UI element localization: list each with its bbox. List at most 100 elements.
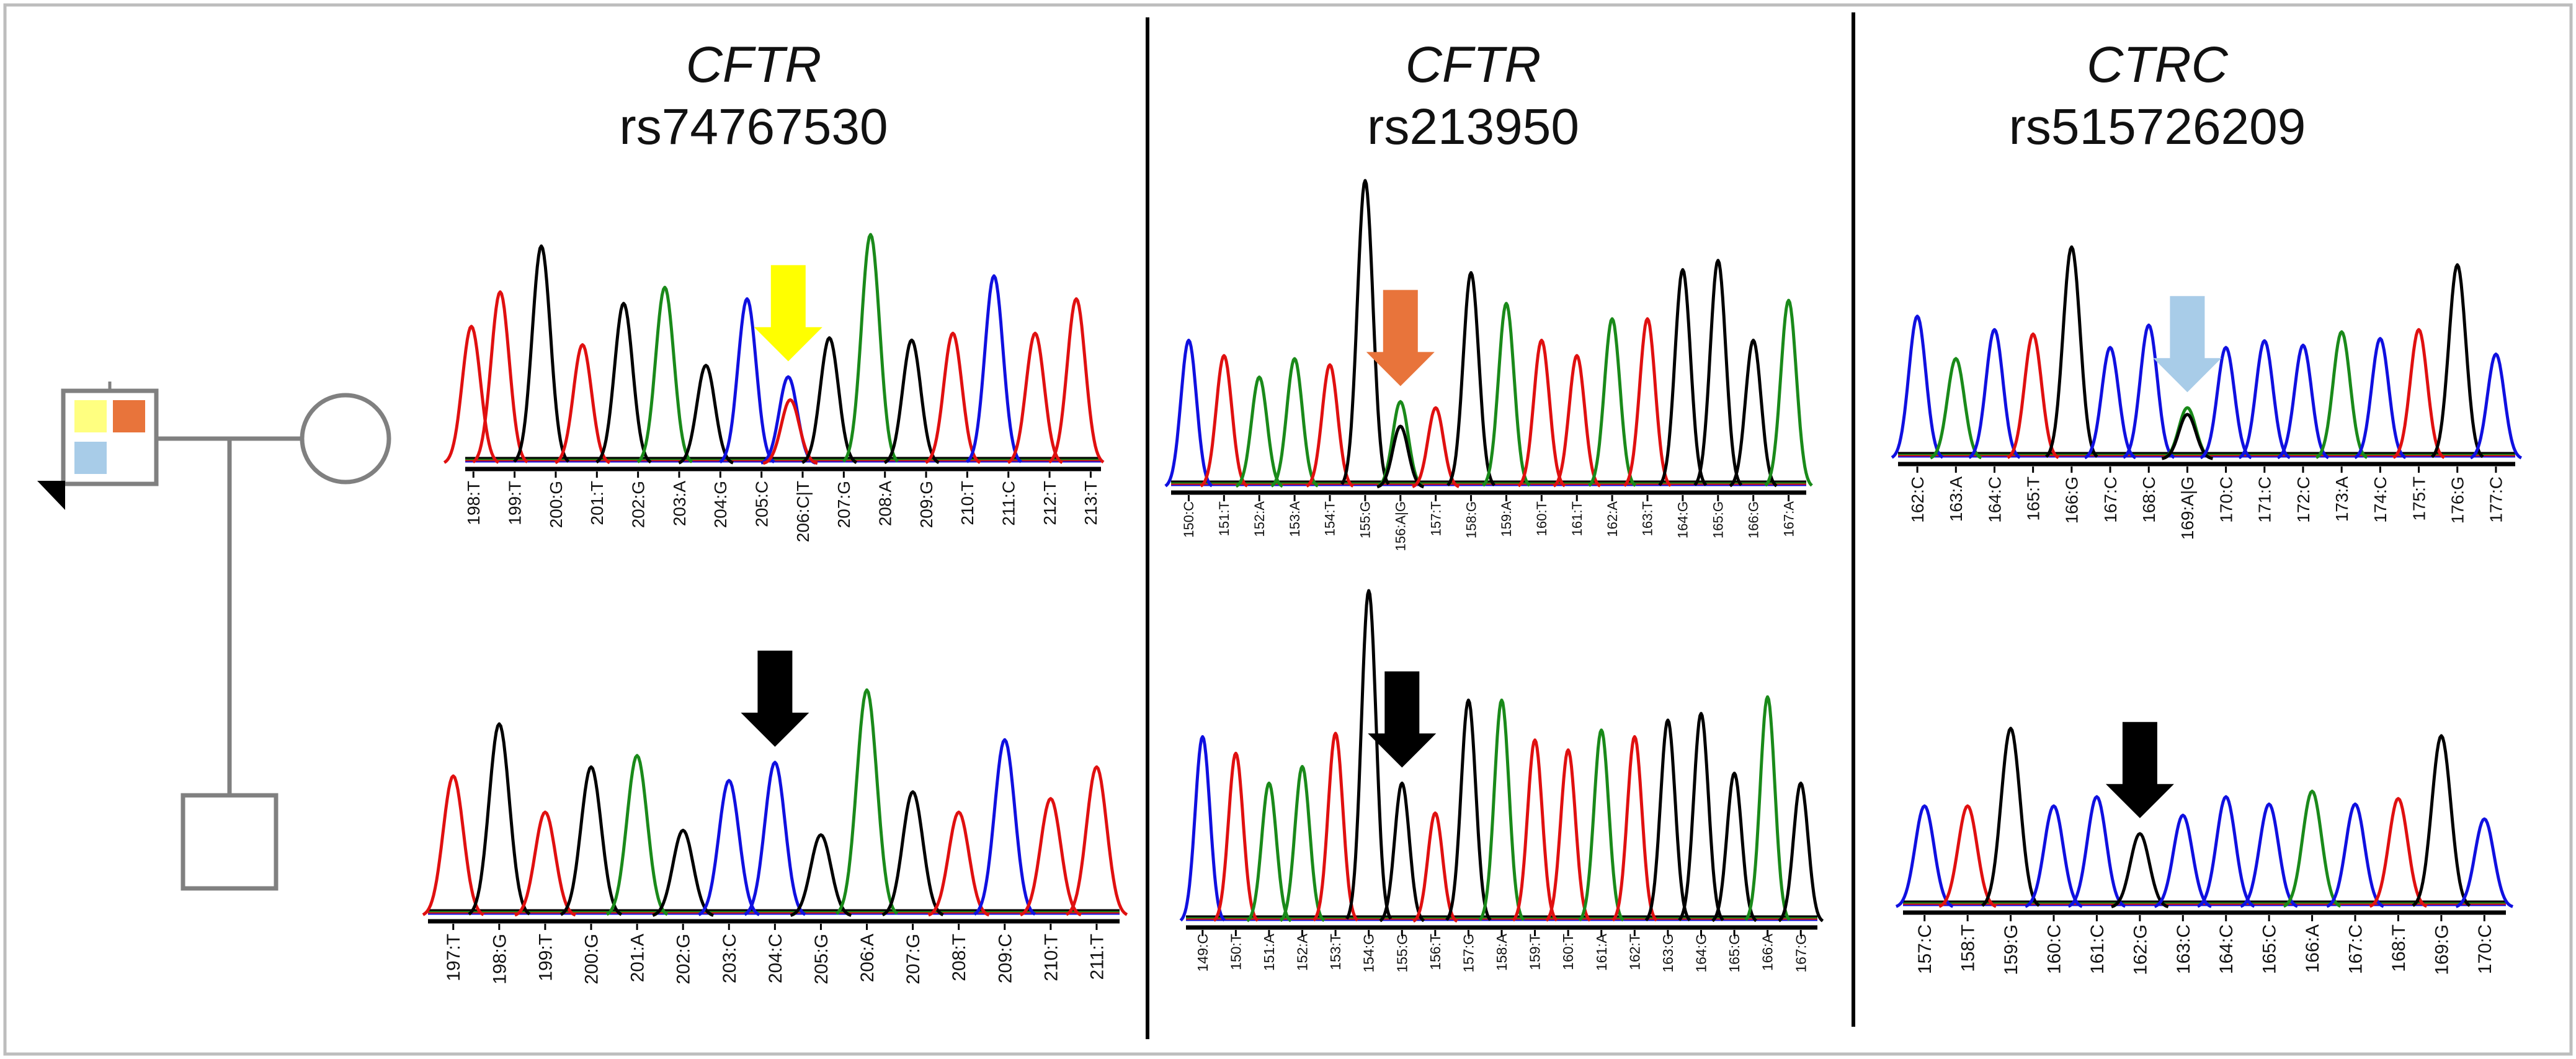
base-position-label: 172:C (2294, 476, 2313, 523)
base-position-label: 151:T (1216, 501, 1232, 536)
peak-2 (1246, 781, 1292, 923)
base-position-label: 174:C (2371, 476, 2390, 523)
peak-11 (927, 810, 990, 917)
proband-arrowhead-icon (37, 481, 65, 510)
peak-10 (881, 790, 944, 917)
peak-0 (1164, 338, 1213, 488)
base-position-label: 202:G (674, 934, 694, 985)
base-position-label: 204:C (765, 934, 786, 983)
base-position-label: 166:G (2062, 476, 2082, 524)
peak-6 (2122, 323, 2175, 459)
base-position-label: 162:A (1605, 501, 1620, 537)
base-position-label: 167:C (2346, 924, 2366, 974)
base-position-label: 159:T (1527, 934, 1543, 970)
yellow-variant-arrow-icon (754, 265, 822, 362)
base-position-label: 152:A (1252, 501, 1267, 537)
panel-2-gene-title: CFTR (1406, 37, 1541, 93)
peak-0 (1895, 804, 1954, 908)
peak-7 (1376, 424, 1425, 489)
panel-1-variant-title: rs74767530 (619, 99, 888, 155)
base-position-label: 152:A (1295, 933, 1311, 971)
base-position-label: 162:G (2130, 924, 2150, 975)
peak-14 (1623, 317, 1672, 487)
base-position-label: 211:T (1087, 934, 1108, 980)
base-position-label: 201:A (628, 934, 648, 982)
base-position-label: 157:C (1915, 924, 1935, 974)
base-position-label: 203:A (670, 481, 689, 526)
peak-1 (468, 722, 531, 916)
peak-6 (2154, 813, 2213, 908)
base-position-label: 164:G (1675, 501, 1691, 538)
panel-1-proband-chromatogram: 198:T 199:T 200:G 201:T 202:G 203:A 204:G 205:C… (443, 233, 1105, 542)
peak-17 (1048, 297, 1105, 464)
base-position-label: 197:T (443, 934, 464, 981)
figure-border (3, 3, 2573, 1056)
base-position-label: 170:C (2216, 476, 2235, 523)
base-position-label: 205:C (752, 481, 772, 527)
peak-3 (559, 765, 623, 916)
panel-3-child-chromatogram: 157:C 158:T 159:G 160:C 161:C 162:G 163:C 164:C… (1895, 722, 2514, 975)
peak-1 (443, 324, 499, 464)
base-position-label: 206:A (857, 934, 878, 982)
base-position-label: 157:T (1428, 501, 1443, 536)
base-position-label: 156:T (1427, 934, 1443, 970)
peak-11 (1517, 338, 1566, 488)
peak-1 (1213, 751, 1259, 922)
peak-1 (1930, 357, 1982, 460)
base-position-label: 212:T (1040, 481, 1059, 525)
base-position-label: 153:A (1287, 501, 1303, 537)
base-position-label: 177:C (2487, 476, 2506, 523)
base-position-label: 165:G (1726, 934, 1742, 973)
peak-5 (595, 302, 652, 464)
peak-16 (1711, 771, 1757, 923)
base-position-label: 201:T (587, 481, 607, 525)
peak-8 (2240, 802, 2298, 908)
proband-marker-blue (74, 442, 107, 474)
peak-0 (422, 774, 484, 916)
base-position-label: 198:T (464, 481, 483, 525)
base-position-label: 161:C (2087, 924, 2108, 974)
base-position-label: 153:T (1327, 934, 1344, 970)
peak-12 (1578, 728, 1624, 922)
base-position-label: 169:A|G (2178, 476, 2197, 540)
panel-2-variant-title: rs213950 (1367, 99, 1579, 155)
peak-6 (636, 285, 693, 463)
peak-15 (966, 274, 1022, 463)
peak-2 (1235, 375, 1284, 488)
peak-11 (2276, 343, 2330, 460)
peak-6 (698, 779, 760, 916)
peak-7 (678, 364, 734, 465)
peak-9 (835, 688, 899, 915)
peak-3 (1279, 765, 1326, 923)
base-position-label: 155:G (1358, 501, 1373, 538)
peak-15 (2430, 263, 2484, 458)
base-position-label: 207:G (834, 481, 853, 528)
peak-13 (1611, 735, 1658, 922)
panel-2-proband-chromatogram: 150:C 151:T 152:A 153:A 154:T 155:G 156:A|G 157… (1164, 179, 1813, 551)
base-position-label: 200:G (582, 934, 602, 985)
base-position-label: 211:C (999, 481, 1018, 526)
peak-16 (1693, 259, 1743, 486)
base-position-label: 170:C (2475, 924, 2495, 974)
peak-4 (555, 343, 611, 465)
peak-6 (1379, 781, 1425, 923)
base-position-label: 176:G (2448, 476, 2467, 524)
peak-2 (1968, 328, 2021, 459)
peak-17 (1729, 338, 1778, 488)
base-position-label: 171:C (2255, 476, 2275, 523)
base-position-label: 209:C (995, 934, 1015, 983)
peak-16 (2469, 352, 2523, 460)
peak-15 (1678, 712, 1724, 921)
base-position-label: 213:T (1081, 481, 1100, 525)
base-position-label: 150:C (1181, 501, 1197, 538)
peak-9 (2199, 346, 2252, 460)
peak-11 (1545, 748, 1592, 922)
base-position-label: 204:G (711, 481, 730, 528)
base-position-label: 166:A (1760, 933, 1776, 971)
peak-4 (1312, 731, 1359, 922)
base-position-label: 205:G (811, 934, 832, 985)
black-variant-arrow-icon (1368, 671, 1437, 768)
peak-12 (2315, 330, 2368, 459)
black-variant-arrow-icon (741, 650, 809, 747)
base-position-label: 155:G (1394, 934, 1410, 973)
